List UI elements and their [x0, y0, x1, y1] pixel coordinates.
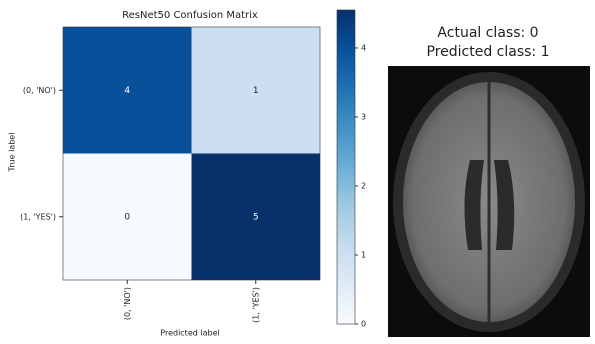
- cell-label: 1: [253, 86, 259, 96]
- cell-label: 5: [253, 212, 259, 222]
- image-title: Actual class: 0: [437, 25, 538, 41]
- y-tick-label: (0, 'NO'): [23, 86, 56, 95]
- x-tick-label: (0, 'NO'): [123, 287, 132, 320]
- colorbar-tick-label: 0: [361, 320, 366, 329]
- x-axis-label: Predicted label: [160, 329, 219, 338]
- y-tick-label: (1, 'YES'): [20, 212, 56, 221]
- colorbar-tick-label: 2: [361, 181, 366, 190]
- y-axis-label: True label: [8, 133, 17, 173]
- chart-title: ResNet50 Confusion Matrix: [122, 10, 258, 21]
- colorbar-tick-label: 4: [361, 43, 366, 52]
- colorbar-tick-label: 3: [361, 112, 366, 121]
- cell-label: 4: [124, 86, 130, 96]
- image-title: Predicted class: 1: [427, 44, 550, 60]
- colorbar: [337, 10, 355, 324]
- cell-label: 0: [124, 212, 130, 222]
- x-tick-label: (1, 'YES'): [251, 287, 260, 323]
- colorbar-tick-label: 1: [361, 250, 366, 259]
- screenshot: ResNet50 Confusion Matrix True label Pre…: [0, 0, 595, 340]
- image-panel: Actual class: 0 Predicted class: 1: [388, 25, 590, 337]
